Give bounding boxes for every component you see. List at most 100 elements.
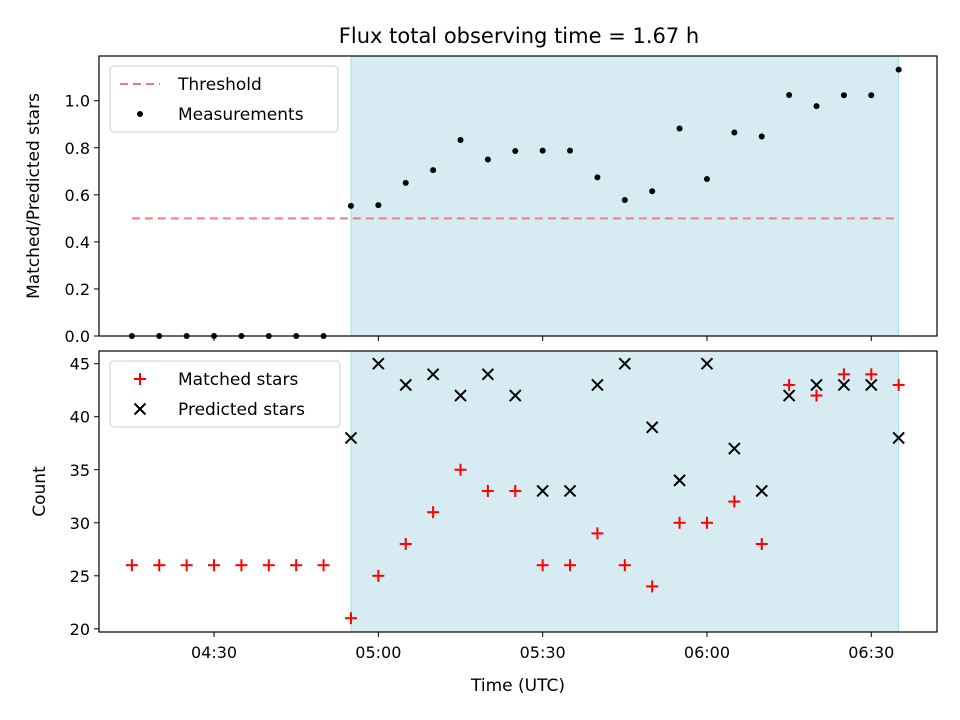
matched-star-point xyxy=(180,559,193,572)
predicted-star-point xyxy=(399,378,412,392)
predicted-star-point xyxy=(837,378,851,392)
measurement-point xyxy=(457,137,464,143)
measurement-point xyxy=(512,148,519,155)
bottom-y-tick-label: 25 xyxy=(70,567,90,586)
top-y-tick-label: 0.0 xyxy=(65,327,90,346)
matched-star-point xyxy=(673,516,686,529)
top-y-ticks: 0.0 0.2 0.4 0.6 0.8 1.0 xyxy=(65,92,99,346)
matched-star-point xyxy=(317,559,330,572)
measurement-point xyxy=(484,156,491,163)
matched-star-point xyxy=(427,506,440,519)
matched-star-point xyxy=(837,368,850,381)
legend-box xyxy=(109,360,341,428)
matched-star-point xyxy=(481,484,494,497)
bottom-x-ticks: 04:30 05:00 05:30 06:00 06:30 xyxy=(191,632,894,662)
top-y-axis-label: Matched/Predicted stars xyxy=(24,93,44,299)
matched-star-point xyxy=(372,569,385,582)
x-tick-label: 06:30 xyxy=(848,643,894,662)
bottom-y-ticks: 20 25 30 35 40 45 xyxy=(70,355,99,639)
matched-star-point xyxy=(618,559,631,572)
measurement-point xyxy=(703,176,710,183)
bottom-y-axis-label: Count xyxy=(30,466,50,517)
predicted-star-point xyxy=(563,484,577,498)
observing-span-top xyxy=(350,55,900,337)
measurement-point xyxy=(594,174,601,181)
legend-measurement-swatch xyxy=(137,111,143,117)
predicted-star-point xyxy=(700,357,714,370)
predicted-star-point xyxy=(728,442,741,455)
count-points xyxy=(125,357,905,625)
top-x-tick-marks xyxy=(213,336,872,341)
predicted-star-point xyxy=(454,389,467,402)
predicted-star-point xyxy=(782,389,796,402)
x-tick-label: 05:30 xyxy=(520,643,566,662)
bottom-axes-frame xyxy=(98,350,938,633)
x-tick-label: 04:30 xyxy=(191,643,237,662)
predicted-star-point xyxy=(509,389,522,402)
top-legend: Threshold Measurements xyxy=(109,65,339,133)
predicted-star-point xyxy=(536,484,549,498)
ratio-panel: 0.0 0.2 0.4 0.6 0.8 1.0 Matched/Predicted sta… xyxy=(24,55,938,346)
matched-star-point xyxy=(208,559,221,572)
matched-star-point xyxy=(892,378,905,391)
measurement-point xyxy=(731,129,738,136)
measurement-point xyxy=(758,133,765,140)
count-panel: 20 25 30 35 40 45 04:30 05:00 05:30 06:00 06:30 C… xyxy=(30,350,938,696)
top-y-tick-label: 0.4 xyxy=(65,233,90,252)
measurement-point xyxy=(375,202,382,209)
x-tick-label: 05:00 xyxy=(355,643,401,662)
legend-box xyxy=(109,65,339,133)
predicted-star-point xyxy=(481,368,495,381)
matched-star-point xyxy=(509,484,522,497)
measurement-point xyxy=(347,202,354,209)
measurement-point xyxy=(895,66,902,73)
measurement-point xyxy=(402,179,409,186)
measurement-point xyxy=(430,167,437,174)
bottom-y-tick-label: 35 xyxy=(70,461,90,480)
predicted-star-point xyxy=(865,378,878,392)
bottom-y-tick-label: 40 xyxy=(70,408,90,427)
matched-star-point xyxy=(344,612,357,625)
bottom-legend: Matched stars Predicted stars xyxy=(109,360,341,428)
matched-star-point xyxy=(700,516,713,529)
top-y-tick-label: 0.8 xyxy=(65,139,90,158)
legend-predicted-swatch xyxy=(133,402,147,416)
measurement-point xyxy=(649,188,656,195)
predicted-star-point xyxy=(645,421,659,434)
predicted-star-point xyxy=(372,357,385,370)
matched-star-point xyxy=(728,495,741,508)
matched-star-point xyxy=(454,463,467,476)
legend-threshold-label: Threshold xyxy=(177,75,262,95)
measurement-point xyxy=(539,147,546,154)
measurement-point xyxy=(840,92,847,99)
predicted-star-point xyxy=(810,378,823,392)
bottom-y-tick-label: 20 xyxy=(70,620,90,639)
measurement-point xyxy=(621,197,628,203)
matched-star-point xyxy=(564,559,577,572)
bottom-y-tick-label: 45 xyxy=(70,355,90,374)
legend-matched-label: Matched stars xyxy=(178,370,298,390)
observing-span-bottom xyxy=(350,350,900,633)
x-axis-label: Time (UTC) xyxy=(470,676,565,696)
legend-measurement-label: Measurements xyxy=(178,105,304,125)
predicted-star-point xyxy=(591,378,604,392)
matched-star-point xyxy=(810,389,823,402)
x-tick-label: 06:00 xyxy=(684,643,730,662)
measurement-point xyxy=(786,92,793,99)
predicted-star-point xyxy=(892,431,905,445)
matched-star-point xyxy=(865,368,878,381)
matched-star-point xyxy=(399,537,412,550)
matched-star-point xyxy=(235,559,248,572)
measurement-points xyxy=(128,66,902,339)
bottom-y-tick-label: 30 xyxy=(70,514,90,533)
top-y-tick-label: 0.6 xyxy=(65,186,90,205)
predicted-star-point xyxy=(755,484,768,498)
measurement-point xyxy=(868,92,875,99)
top-y-tick-label: 1.0 xyxy=(65,92,90,111)
matched-star-point xyxy=(591,527,604,540)
matched-star-point xyxy=(536,559,549,572)
legend-matched-swatch xyxy=(134,373,146,385)
measurement-point xyxy=(567,147,574,154)
matched-star-point xyxy=(153,559,166,572)
